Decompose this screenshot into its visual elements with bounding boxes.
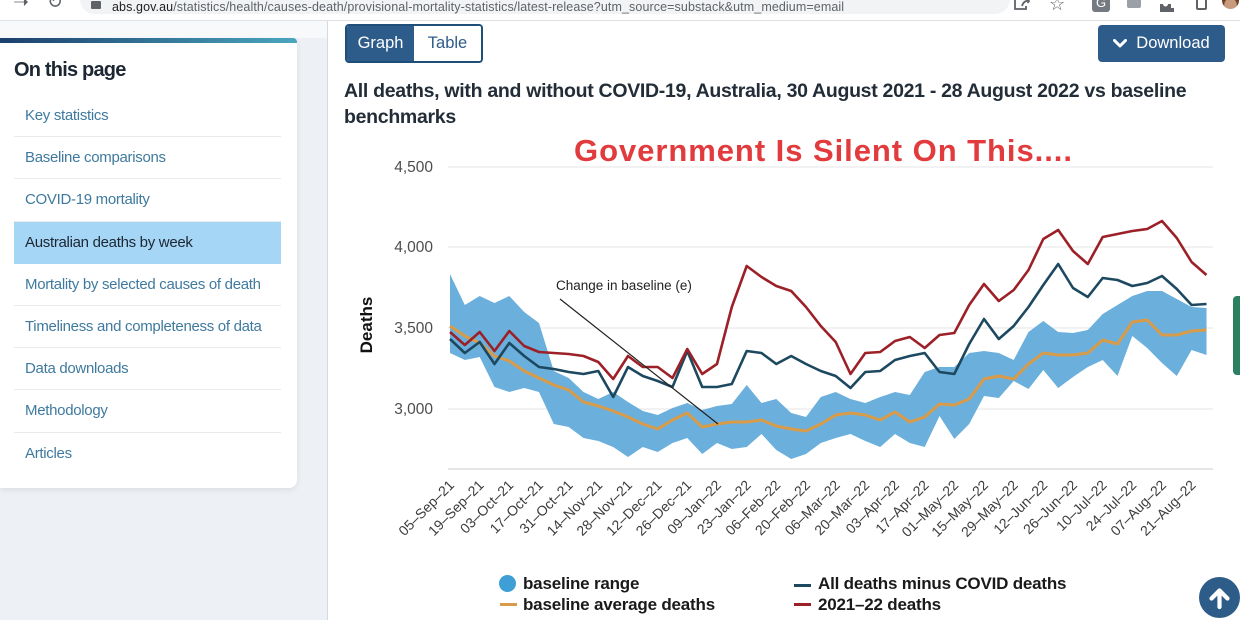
svg-text:3,000: 3,000 — [394, 401, 433, 418]
svg-text:Government Is Silent On This..: Government Is Silent On This.... — [574, 133, 1073, 168]
svg-text:Change in baseline (e): Change in baseline (e) — [556, 278, 692, 293]
svg-text:4,000: 4,000 — [394, 239, 433, 256]
svg-text:3,500: 3,500 — [394, 320, 433, 337]
svg-text:Deaths: Deaths — [357, 297, 376, 354]
svg-text:4,500: 4,500 — [394, 159, 433, 176]
